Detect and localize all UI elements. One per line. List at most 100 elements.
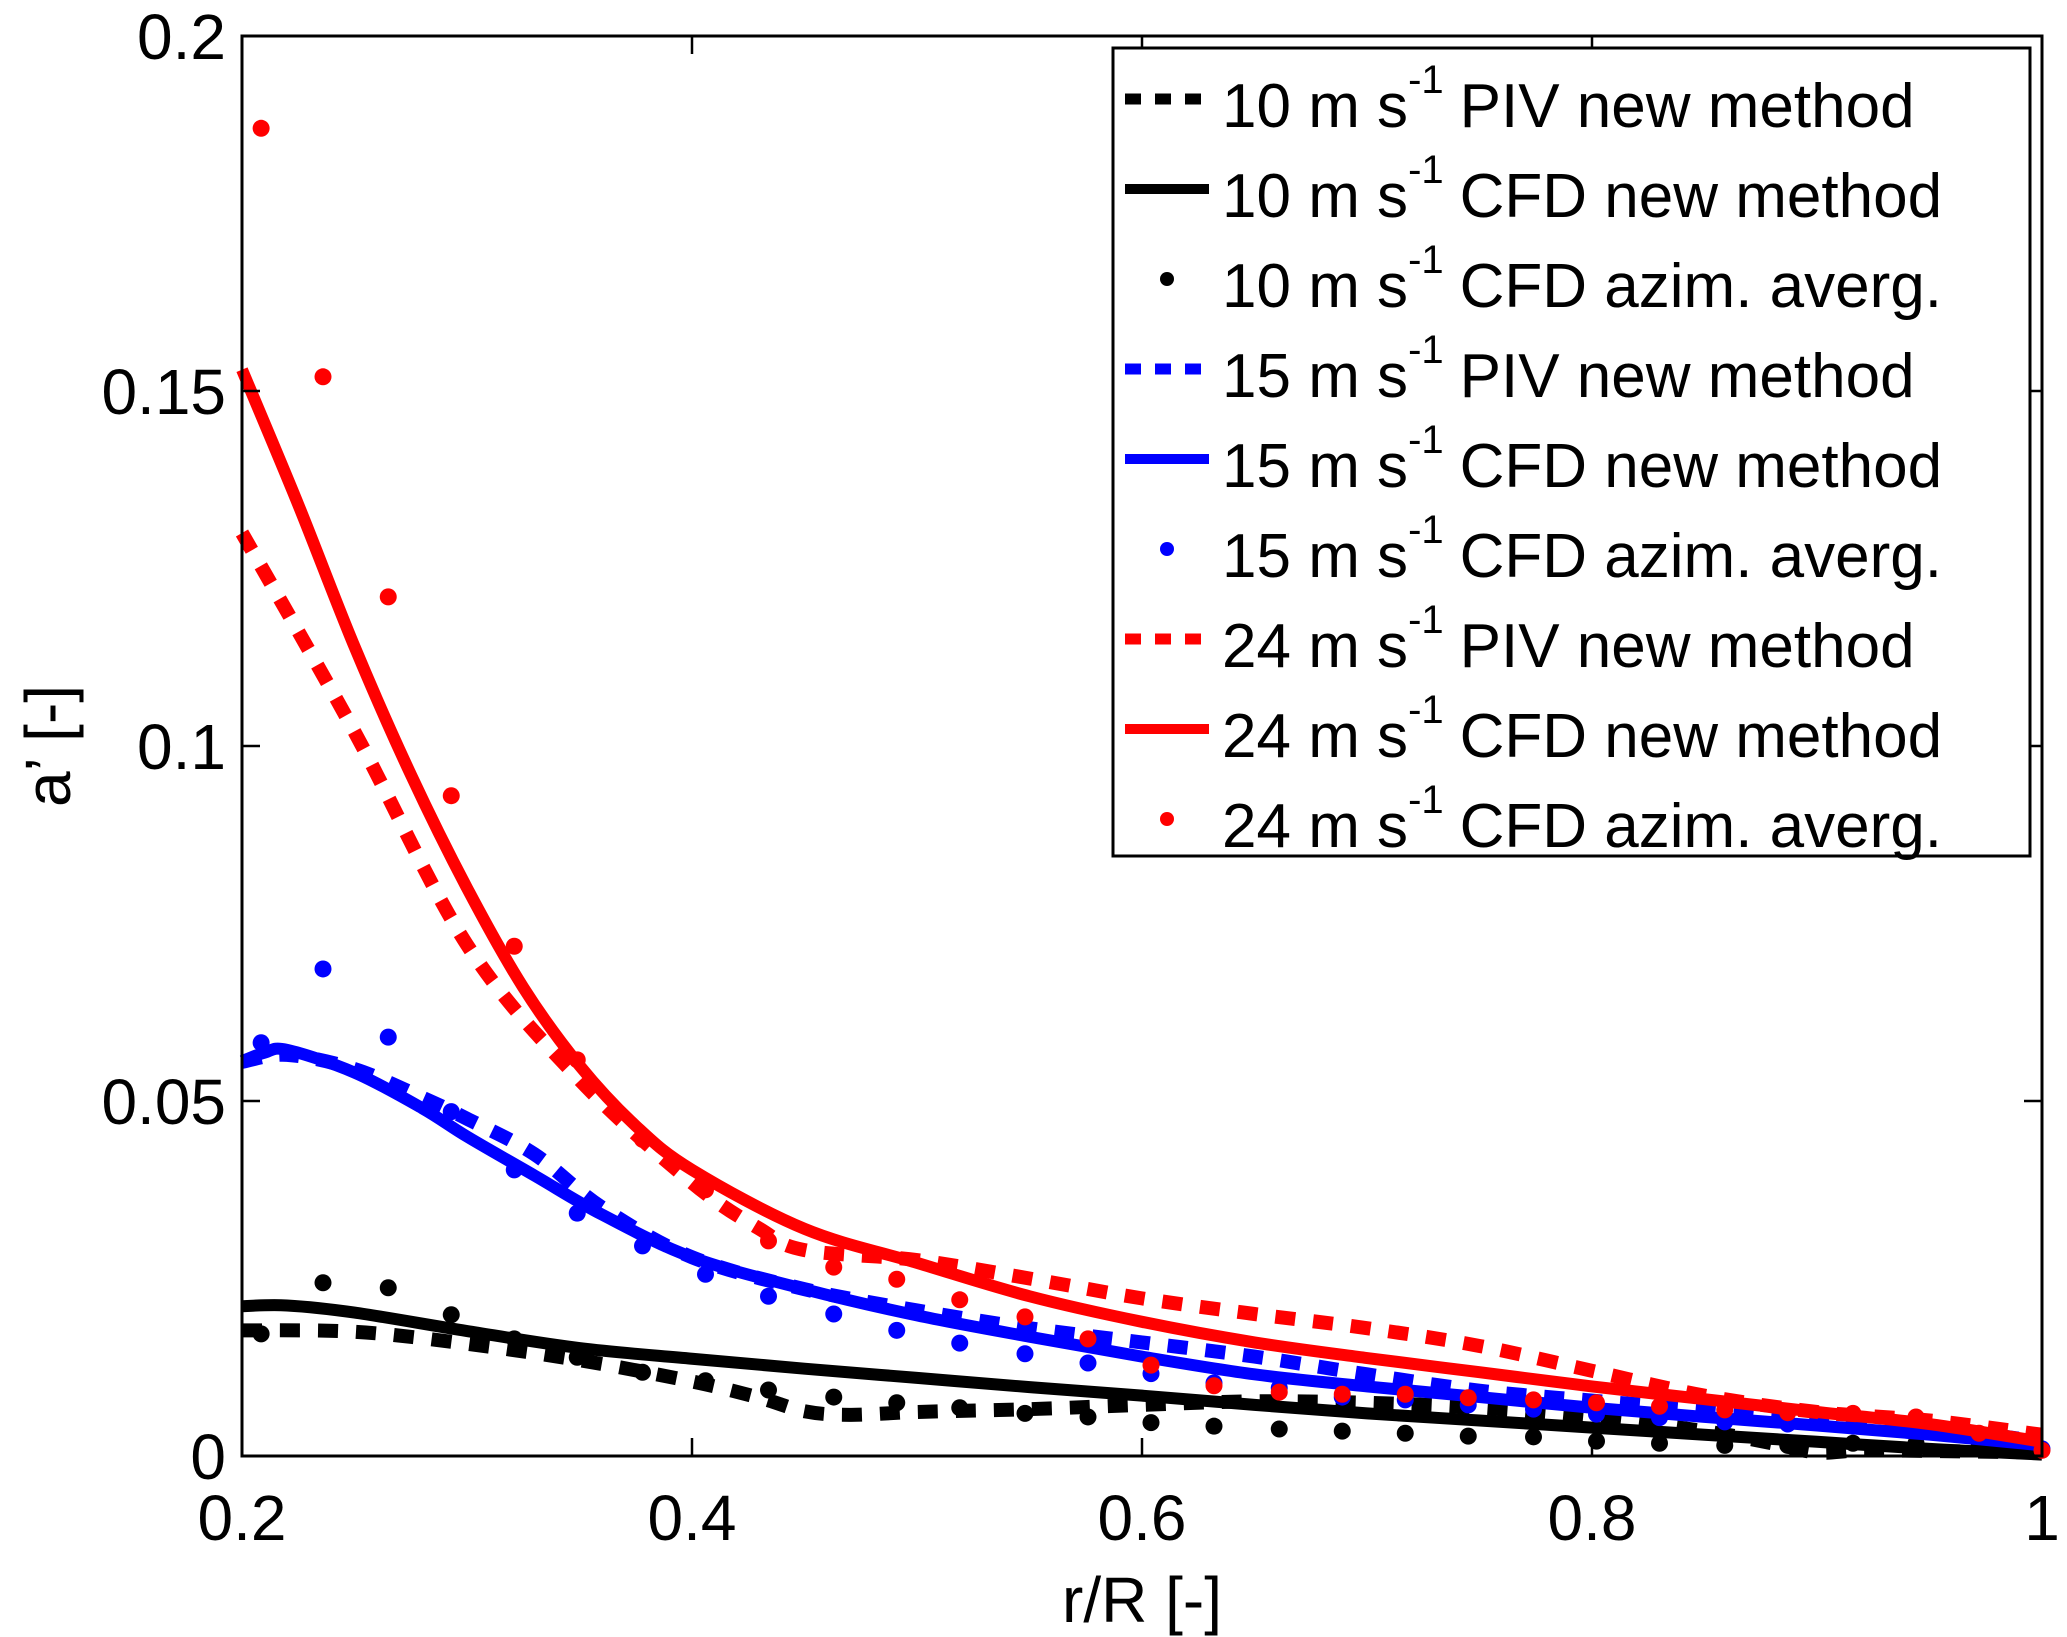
- legend-label-prefix: 15 m s: [1222, 522, 1408, 591]
- data-point: [951, 1399, 969, 1417]
- legend-label: 10 m s-1 CFD new method: [1222, 148, 1942, 231]
- series-15-m-s-1-piv-new-method: [240, 1047, 2043, 1449]
- legend-label: 10 m s-1 PIV new method: [1222, 58, 1915, 141]
- data-point: [1651, 1434, 1668, 1452]
- legend-label-suffix: PIV new method: [1460, 72, 1915, 141]
- legend-label-suffix: CFD azim. averg.: [1460, 522, 1942, 591]
- data-point: [1142, 1356, 1160, 1374]
- legend-item: 15 m s-1 CFD azim. averg.: [1160, 508, 1942, 591]
- data-point: [888, 1394, 906, 1412]
- legend-label-superscript: -1: [1408, 418, 1444, 462]
- data-point: [252, 119, 270, 137]
- data-point: [760, 1232, 777, 1250]
- y-tick-label: 0.15: [101, 356, 226, 428]
- y-tick-label: 0.1: [137, 711, 226, 783]
- data-point: [1142, 1414, 1160, 1432]
- legend-item: 10 m s-1 CFD new method: [1125, 148, 1942, 231]
- data-point: [314, 960, 332, 978]
- data-point: [951, 1334, 969, 1352]
- data-point: [252, 1034, 270, 1052]
- data-point: [505, 1330, 523, 1348]
- data-point: [1716, 1436, 1734, 1454]
- legend-label: 15 m s-1 CFD azim. averg.: [1222, 508, 1942, 591]
- data-point: [1779, 1436, 1797, 1454]
- legend-marker-icon: [1160, 542, 1174, 556]
- series-line: [240, 1047, 2043, 1449]
- legend-label: 24 m s-1 PIV new method: [1222, 598, 1915, 681]
- legend-item: 24 m s-1 PIV new method: [1125, 598, 1915, 681]
- legend-label-suffix: CFD azim. averg.: [1460, 252, 1942, 321]
- legend-label-suffix: CFD new method: [1460, 702, 1942, 771]
- y-tick-labels: 0 0.05 0.1 0.15 0.2: [101, 1, 226, 1493]
- data-point: [1079, 1330, 1097, 1348]
- data-point: [1716, 1413, 1734, 1431]
- data-point: [505, 937, 523, 955]
- y-axis-label: a’ [-]: [12, 685, 84, 807]
- legend-label-suffix: CFD new method: [1460, 162, 1942, 231]
- legend-label-superscript: -1: [1408, 238, 1444, 282]
- legend-label-prefix: 24 m s: [1222, 792, 1408, 861]
- legend-label-suffix: PIV new method: [1460, 612, 1915, 681]
- legend-label-suffix: PIV new method: [1460, 342, 1915, 411]
- legend-label-prefix: 24 m s: [1222, 702, 1408, 771]
- x-tick-label: 0.6: [1098, 1482, 1187, 1554]
- data-point: [825, 1388, 843, 1406]
- data-point: [1396, 1385, 1414, 1403]
- legend-label: 10 m s-1 CFD azim. averg.: [1222, 238, 1942, 321]
- data-point: [379, 1279, 397, 1297]
- series-line: [241, 1299, 2043, 1461]
- legend-label-superscript: -1: [1408, 148, 1444, 192]
- series-24-m-s-1-cfd-azim-averg: [252, 119, 2051, 1459]
- data-point: [1270, 1420, 1288, 1438]
- data-point: [1844, 1434, 1862, 1452]
- data-point: [1588, 1394, 1605, 1412]
- data-point: [697, 1265, 714, 1283]
- x-tick-labels: 0.2 0.4 0.6 0.8 1: [198, 1482, 2060, 1554]
- data-point: [760, 1287, 777, 1305]
- data-point: [252, 1325, 270, 1343]
- legend-box: [1111, 46, 2032, 858]
- data-point: [1525, 1391, 1542, 1409]
- data-point: [760, 1381, 777, 1399]
- legend-label-prefix: 10 m s: [1222, 252, 1408, 321]
- data-point: [442, 1306, 460, 1324]
- data-point: [379, 1028, 397, 1046]
- legend-label-prefix: 10 m s: [1222, 162, 1408, 231]
- series-24-m-s-1-cfd-new-method: [236, 367, 2043, 1448]
- data-point: [697, 1372, 714, 1390]
- x-axis-label: r/R [-]: [1062, 1564, 1222, 1636]
- data-point: [888, 1270, 906, 1288]
- legend-item: 24 m s-1 CFD new method: [1125, 688, 1942, 771]
- data-point: [825, 1258, 843, 1276]
- legend-label: 24 m s-1 CFD azim. averg.: [1222, 778, 1942, 861]
- legend-label-prefix: 15 m s: [1222, 432, 1408, 501]
- data-point: [1779, 1404, 1797, 1422]
- data-point: [888, 1321, 906, 1339]
- plot-series: [235, 119, 2051, 1461]
- data-point: [568, 1051, 586, 1069]
- legend-item: 10 m s-1 PIV new method: [1125, 58, 1915, 141]
- data-point: [1907, 1408, 1925, 1426]
- data-point: [1459, 1427, 1477, 1445]
- legend-item: 24 m s-1 CFD azim. averg.: [1160, 778, 1942, 861]
- legend-item: 15 m s-1 CFD new method: [1125, 418, 1942, 501]
- legend-label-prefix: 15 m s: [1222, 342, 1408, 411]
- legend-label-suffix: CFD azim. averg.: [1460, 792, 1942, 861]
- data-point: [314, 368, 332, 386]
- legend-label-suffix: CFD new method: [1460, 432, 1942, 501]
- y-tick-label: 0.2: [137, 1, 226, 73]
- data-point: [1396, 1424, 1414, 1442]
- legend-label: 15 m s-1 PIV new method: [1222, 328, 1915, 411]
- data-point: [1270, 1383, 1288, 1401]
- legend-label-superscript: -1: [1408, 58, 1444, 102]
- legend-label-prefix: 24 m s: [1222, 612, 1408, 681]
- data-point: [1588, 1432, 1605, 1450]
- data-point: [1459, 1389, 1477, 1407]
- data-point: [1525, 1428, 1542, 1446]
- data-point: [379, 588, 397, 606]
- data-point: [1079, 1408, 1097, 1426]
- data-point: [1716, 1401, 1734, 1419]
- data-point: [1016, 1308, 1034, 1326]
- legend-label-superscript: -1: [1408, 688, 1444, 732]
